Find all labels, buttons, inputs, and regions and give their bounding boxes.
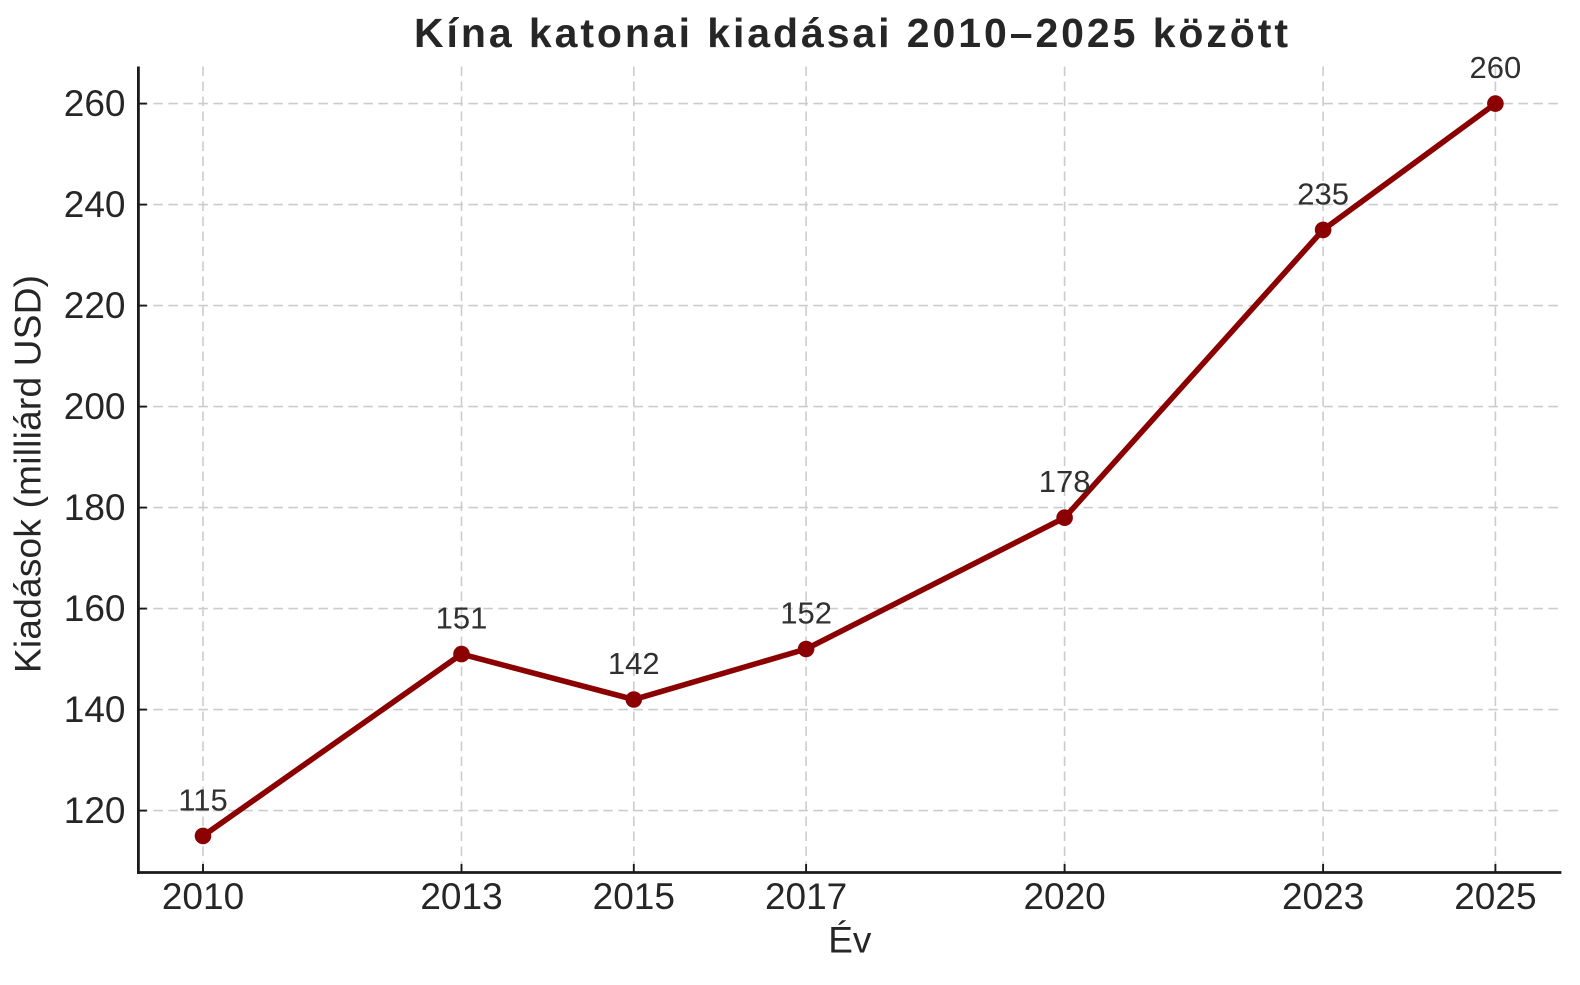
svg-text:2025: 2025 [1454, 876, 1536, 917]
svg-text:120: 120 [64, 790, 126, 831]
svg-text:2010: 2010 [162, 876, 244, 917]
svg-text:160: 160 [64, 588, 126, 629]
svg-text:2013: 2013 [420, 876, 502, 917]
svg-text:200: 200 [64, 386, 126, 427]
svg-text:260: 260 [1470, 50, 1522, 85]
svg-text:2020: 2020 [1023, 876, 1105, 917]
svg-text:240: 240 [64, 184, 126, 225]
svg-text:151: 151 [436, 601, 488, 636]
svg-text:220: 220 [64, 285, 126, 326]
svg-text:140: 140 [64, 689, 126, 730]
svg-text:178: 178 [1039, 464, 1091, 499]
svg-text:Év: Év [828, 920, 872, 961]
svg-text:142: 142 [608, 646, 660, 681]
svg-text:2017: 2017 [765, 876, 847, 917]
svg-text:115: 115 [178, 782, 227, 817]
svg-text:2015: 2015 [593, 876, 675, 917]
svg-text:Kiadások (milliárd USD): Kiadások (milliárd USD) [8, 275, 49, 673]
svg-text:235: 235 [1297, 176, 1349, 211]
svg-text:260: 260 [64, 83, 126, 124]
svg-text:152: 152 [780, 596, 832, 631]
svg-text:180: 180 [64, 487, 126, 528]
svg-text:2023: 2023 [1282, 876, 1364, 917]
